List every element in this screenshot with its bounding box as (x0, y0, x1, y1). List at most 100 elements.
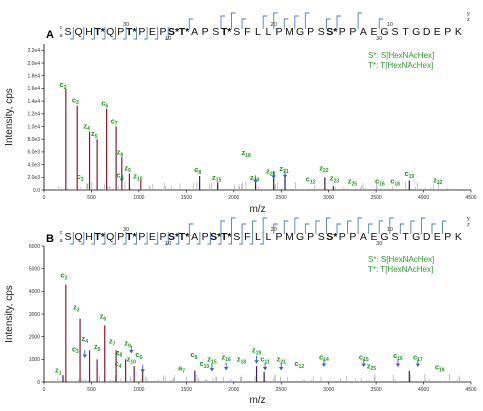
ion-label: a7 (178, 364, 185, 375)
z-fragment-bracket (220, 15, 225, 29)
ion-label: c12 (294, 359, 304, 370)
annotation-arrowhead (321, 363, 327, 367)
c-fragment-bracket (133, 27, 138, 40)
c-fragment-bracket (80, 27, 85, 40)
x-tick-label: 4500 (465, 387, 476, 393)
sequence-residue: D (423, 231, 431, 243)
sequence-residue: T* (94, 26, 105, 38)
annotation-arrowhead (262, 367, 268, 371)
c-fragment-bracket (70, 27, 74, 40)
c-fragment-bracket (133, 232, 138, 245)
sequence-residue: G (412, 231, 420, 243)
sequence-residue: F (244, 26, 250, 38)
sequence-residue: Q (74, 231, 82, 243)
z-fragment-bracket (378, 220, 384, 234)
c-fragment-bracket (123, 232, 127, 245)
legend-entry: S*: S[HexNAcHex] (368, 255, 434, 264)
c-fragment-bracket (112, 232, 116, 245)
ion-label: c6 (135, 350, 142, 361)
sequence-number: 30 (376, 241, 382, 247)
y-tick-label: 1.6e4 (27, 86, 40, 92)
panel-a: A 0 500 1000 1500 2000 2500 3000 3500 4000 4500 0.0… (4, 11, 477, 215)
x-tick-label: 4000 (418, 387, 429, 393)
sequence-residue: P (339, 231, 346, 243)
y-tick-label: 2000 (29, 334, 40, 340)
c-fragment-bracket (165, 232, 169, 245)
z-fragment-bracket (241, 18, 247, 29)
c-fragment-bracket (175, 232, 180, 245)
sequence-residue: P (349, 26, 356, 38)
seq-left-letter-bottom: a (59, 238, 63, 244)
x-tick-label: 1500 (181, 195, 192, 201)
x-tick-label: 3000 (323, 387, 334, 393)
seq-top-letter-y: y (467, 11, 470, 17)
z-fragment-bracket (273, 12, 278, 29)
ion-label: z8 (116, 348, 123, 359)
ion-label: z3 (73, 302, 80, 313)
panel-b: B 0 500 1000 1500 2000 2500 3000 3500 4000 4500 0 10… (4, 216, 477, 406)
sequence-residue: G (380, 231, 388, 243)
z-fragment-bracket (241, 223, 247, 234)
sequence-number: 10 (387, 22, 393, 28)
y-tick-label: 1.2e4 (27, 112, 40, 118)
sequence-residue: S (392, 231, 399, 243)
annotation-arrowhead (395, 363, 401, 367)
ion-label: z22 (319, 163, 329, 174)
z-fragment-bracket (326, 18, 331, 29)
sequence-residue: K (455, 26, 462, 38)
annotation-arrowhead (254, 360, 259, 364)
c-fragment-bracket (101, 27, 106, 40)
z-fragment-bracket (188, 18, 194, 29)
z-fragment-bracket (420, 217, 426, 234)
z-fragment-bracket (315, 220, 320, 234)
c-fragment-bracket (154, 232, 159, 245)
sequence-residue: G (296, 26, 304, 38)
sequence-residue: P (275, 26, 282, 38)
y-tick-label: 6000 (29, 244, 40, 250)
ion-label: c4 (116, 170, 123, 181)
sequence-residue: Q (106, 26, 114, 38)
ion-label: c15 (359, 352, 369, 363)
c-fragment-bracket (123, 27, 127, 40)
sequence-residue: A (360, 26, 367, 38)
z-fragment-bracket (378, 18, 384, 29)
sequence-residue: P (159, 231, 166, 243)
ion-label: c10 (199, 359, 209, 370)
sequence-residue: P (339, 26, 346, 38)
y-tick-label: 1.0e4 (27, 124, 40, 130)
annotation-arrowhead (119, 178, 125, 182)
sequence-residue: S* (326, 26, 338, 38)
z-fragment-bracket (431, 223, 436, 234)
y-tick-label: 1.8e4 (27, 74, 40, 80)
ion-label: c16 (375, 177, 385, 188)
seq-left-letter-bottom: a (59, 33, 63, 39)
c-fragment-bracket (91, 232, 95, 245)
z-fragment-bracket (304, 223, 310, 234)
annotation-arrowhead (82, 354, 88, 358)
annotation-arrowhead (129, 350, 134, 354)
ion-label: z9 (124, 339, 131, 350)
ion-label: c12 (306, 175, 316, 186)
seq-left-letter-top: c (60, 25, 63, 31)
sequence-residue: H (85, 231, 93, 243)
annotation-arrowhead (209, 368, 215, 372)
sequence-residue: H (85, 26, 93, 38)
sequence-residue: S (318, 231, 325, 243)
ion-label: z25 (348, 177, 358, 188)
ion-label: z1 (55, 365, 62, 376)
ion-label: c19 (435, 363, 445, 374)
ion-label: c4 (115, 359, 122, 370)
sequence-residue: M (285, 26, 294, 38)
ion-label: z20 (266, 166, 276, 177)
c-fragment-bracket (186, 232, 190, 245)
annotation-arrowhead (279, 367, 284, 371)
ion-label: z4 (82, 334, 89, 345)
ion-label: z19 (250, 173, 260, 184)
c-fragment-bracket (217, 232, 222, 245)
panel-label: B (46, 233, 54, 245)
sequence-residue: F (244, 231, 250, 243)
legend-entry: T*: T[HexNAcHex] (368, 265, 433, 274)
z-fragment-bracket (368, 223, 373, 234)
ion-label: z10 (133, 172, 143, 183)
